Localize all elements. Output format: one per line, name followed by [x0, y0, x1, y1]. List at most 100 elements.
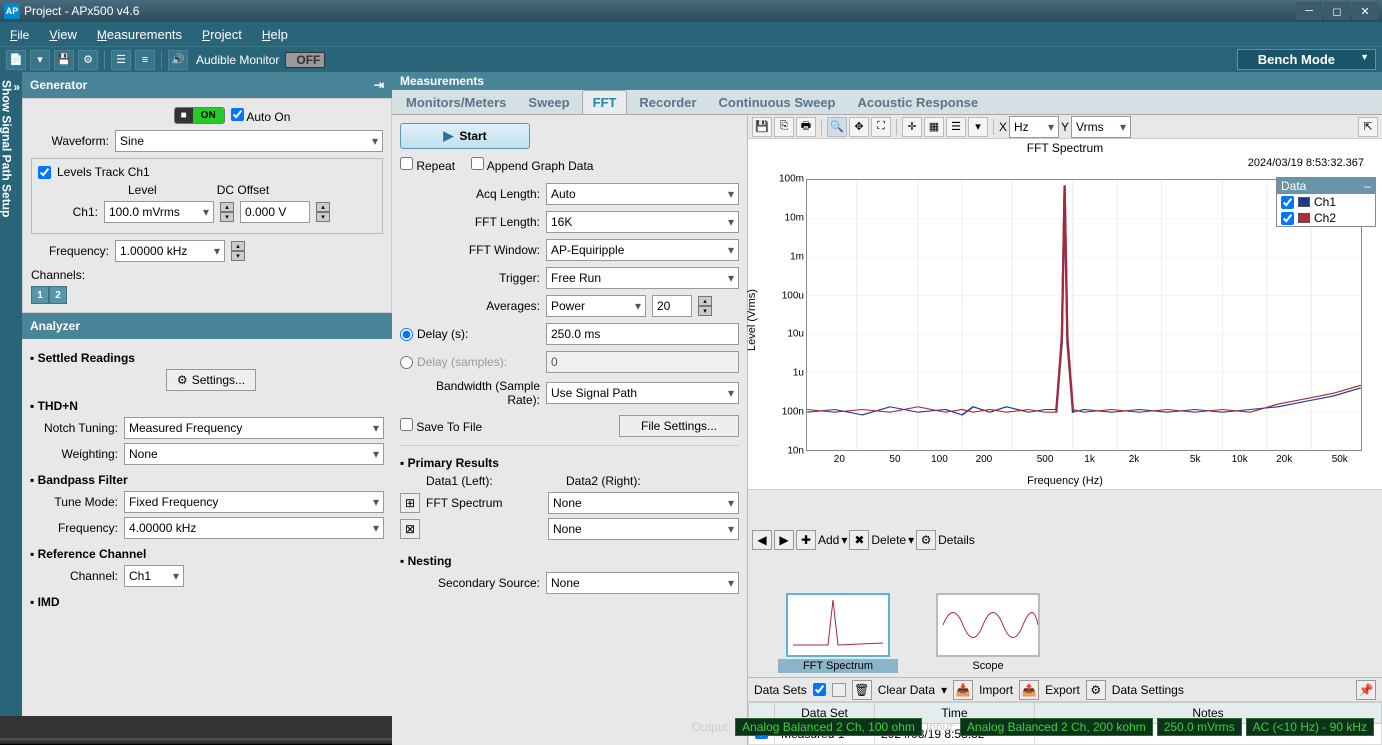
auto-on-checkbox[interactable] [231, 108, 244, 121]
ct-more-icon[interactable]: ▾ [968, 117, 988, 137]
legend-ch1-checkbox[interactable] [1281, 196, 1294, 209]
ct-cursor-icon[interactable]: ✛ [902, 117, 922, 137]
acq-select[interactable]: Auto [546, 183, 739, 205]
avg-spinner[interactable]: ▴▾ [698, 296, 712, 316]
maximize-button[interactable]: ◻ [1324, 2, 1350, 20]
settings-button[interactable]: Settings... [166, 369, 256, 391]
audible-monitor-switch[interactable]: OFF [285, 52, 325, 68]
menu-help[interactable]: Help [262, 27, 288, 42]
thumb-next-icon[interactable]: ▶ [774, 530, 794, 550]
open-icon[interactable]: ▾ [30, 50, 50, 70]
start-button[interactable]: Start [400, 123, 530, 149]
delay-s-radio[interactable] [400, 328, 413, 341]
expand-icon[interactable]: ⊞ [400, 493, 420, 513]
append-checkbox[interactable] [471, 157, 484, 170]
waveform-select[interactable]: Sine [115, 130, 383, 152]
ds-uncheck-icon[interactable] [832, 683, 846, 697]
tab-sweep[interactable]: Sweep [518, 91, 579, 114]
ct-grid-icon[interactable]: ▦ [924, 117, 944, 137]
freq-spinner[interactable]: ▴▾ [231, 241, 245, 261]
menu-file[interactable]: File [10, 27, 29, 42]
thumb-add-icon[interactable]: ✚ [796, 530, 816, 550]
ch1-dc-input[interactable] [240, 201, 310, 223]
levels-track-checkbox[interactable] [38, 166, 51, 179]
channel-2-button[interactable]: 2 [49, 286, 67, 304]
ds-export-icon[interactable]: 📤 [1019, 680, 1039, 700]
avg-n-input[interactable] [652, 295, 692, 317]
avg-select[interactable]: Power [546, 295, 646, 317]
ct-save-icon[interactable]: 💾 [752, 117, 772, 137]
delay-samp-label: Delay (samples): [417, 355, 507, 369]
tool2-icon[interactable]: ≡ [135, 50, 155, 70]
delay-samp-radio[interactable] [400, 356, 413, 369]
tab-fft[interactable]: FFT [582, 90, 628, 114]
thumb-details-icon[interactable]: ⚙ [916, 530, 936, 550]
y-unit-select[interactable]: Vrms [1071, 116, 1131, 138]
menu-project[interactable]: Project [202, 27, 242, 42]
ct-popout-icon[interactable]: ⇱ [1358, 117, 1378, 137]
tool-icon[interactable]: ☰ [111, 50, 131, 70]
tab-monitors[interactable]: Monitors/Meters [396, 91, 516, 114]
ds-pin-icon[interactable]: 📌 [1356, 680, 1376, 700]
menu-view[interactable]: View [49, 27, 77, 42]
thumb-scope[interactable]: Scope [928, 593, 1048, 673]
new-icon[interactable]: 📄 [6, 50, 26, 70]
repeat-checkbox[interactable] [400, 157, 413, 170]
freq-input[interactable]: 1.00000 kHz [115, 240, 225, 262]
trigger-select[interactable]: Free Run [546, 267, 739, 289]
thumb-prev-icon[interactable]: ◀ [752, 530, 772, 550]
ct-zoom-icon[interactable]: 🔍 [827, 117, 847, 137]
ch1-level-spinner[interactable]: ▴▾ [220, 202, 234, 222]
legend-ch2-checkbox[interactable] [1281, 212, 1294, 225]
delay-s-input[interactable] [546, 323, 739, 345]
remove-icon[interactable]: ⊠ [400, 519, 420, 539]
ytick: 100n [782, 407, 804, 418]
window-select[interactable]: AP-Equiripple [546, 239, 739, 261]
fftlen-select[interactable]: 16K [546, 211, 739, 233]
ds-import-icon[interactable]: 📥 [953, 680, 973, 700]
data2-select-1[interactable]: None [548, 492, 739, 514]
notch-select[interactable]: Measured Frequency [124, 417, 384, 439]
window-label: FFT Window: [400, 243, 540, 257]
data2-select-2[interactable]: None [548, 518, 739, 540]
signal-path-tab[interactable]: Show Signal Path Setup [0, 72, 22, 716]
ct-fit-icon[interactable]: ⛶ [871, 117, 891, 137]
bpfreq-input[interactable]: 4.00000 kHz [124, 517, 384, 539]
tune-select[interactable]: Fixed Frequency [124, 491, 384, 513]
ds-clear-icon[interactable]: 🗑 [852, 680, 872, 700]
save-icon[interactable]: 💾 [54, 50, 74, 70]
ct-list-icon[interactable]: ☰ [946, 117, 966, 137]
minimize-button[interactable]: ─ [1296, 2, 1322, 20]
pin-icon[interactable]: ⇥ [374, 78, 384, 92]
save-checkbox[interactable] [400, 418, 413, 431]
ds-check-icon[interactable] [813, 683, 826, 696]
settings-icon[interactable]: ⚙ [78, 50, 98, 70]
ct-print-icon[interactable]: 🖶 [796, 117, 816, 137]
bw-select[interactable]: Use Signal Path [546, 382, 739, 404]
thumb-fft-spectrum[interactable]: FFT Spectrum [778, 593, 898, 673]
generator-on-button[interactable]: ■ON [174, 107, 225, 124]
tab-recorder[interactable]: Recorder [629, 91, 706, 114]
ch1-level-input[interactable]: 100.0 mVrms [104, 201, 214, 223]
weight-select[interactable]: None [124, 443, 384, 465]
close-button[interactable]: ✕ [1352, 2, 1378, 20]
bench-mode-dropdown[interactable]: Bench Mode [1237, 49, 1376, 70]
ytick: 10n [787, 446, 804, 457]
tab-continuous[interactable]: Continuous Sweep [709, 91, 846, 114]
file-settings-button[interactable]: File Settings... [619, 415, 739, 437]
tab-acoustic[interactable]: Acoustic Response [848, 91, 989, 114]
legend-close-icon[interactable]: – [1364, 179, 1371, 193]
append-label: Append Graph Data [487, 159, 594, 173]
chan-select[interactable]: Ch1 [124, 565, 184, 587]
center-panel: Measurements Monitors/Meters Sweep FFT R… [392, 72, 1382, 716]
speaker-icon[interactable]: 🔊 [168, 50, 188, 70]
ds-settings-icon[interactable]: ⚙ [1086, 680, 1106, 700]
sec-select[interactable]: None [546, 572, 739, 594]
channel-1-button[interactable]: 1 [31, 286, 49, 304]
ch1-dc-spinner[interactable]: ▴▾ [316, 202, 330, 222]
ct-copy-icon[interactable]: ⎘ [774, 117, 794, 137]
ct-pan-icon[interactable]: ✥ [849, 117, 869, 137]
x-unit-select[interactable]: Hz [1009, 116, 1059, 138]
thumb-delete-icon[interactable]: ✖ [849, 530, 869, 550]
menu-measurements[interactable]: Measurements [97, 27, 182, 42]
